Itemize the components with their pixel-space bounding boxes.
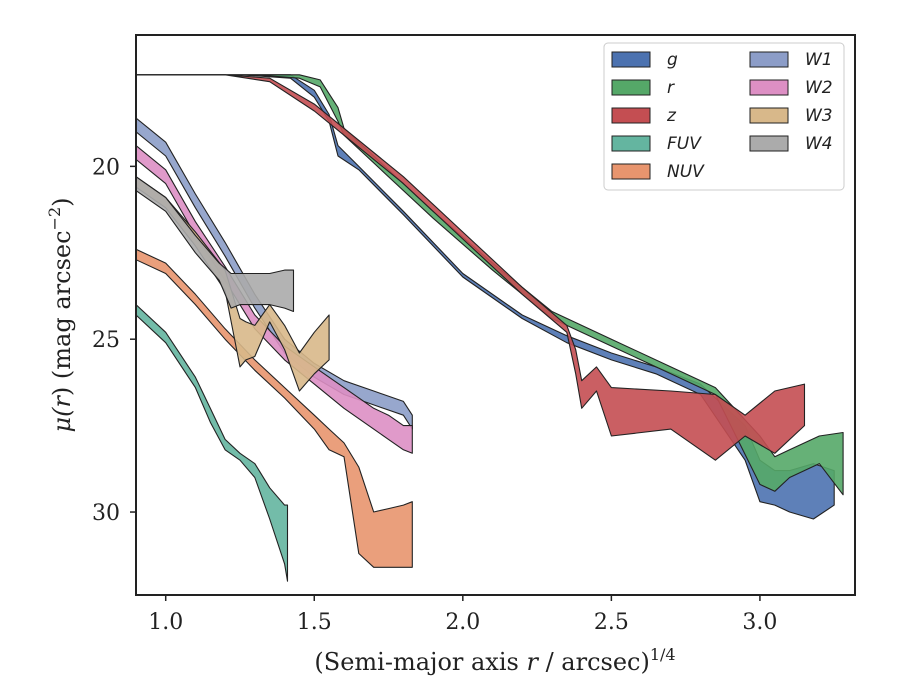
x-tick-label: 1.5 — [297, 610, 332, 635]
legend-label-fuv: FUV — [667, 134, 702, 154]
band-z — [136, 74, 806, 461]
legend-swatch-g — [611, 51, 651, 68]
plot-area — [136, 74, 844, 582]
legend-swatch-r — [611, 79, 651, 96]
legend-swatch-w4 — [749, 135, 789, 152]
y-tick-label: 25 — [92, 328, 120, 353]
x-tick-label: 2.5 — [594, 610, 629, 635]
legend-label-w2: W2 — [805, 78, 833, 98]
axis-ticks: 1.0 1.5 2.0 2.5 3.0 20 25 30 — [92, 155, 777, 635]
x-tick-label: 3.0 — [742, 610, 777, 635]
x-tick-label: 1.0 — [148, 610, 183, 635]
y-tick-label: 30 — [92, 501, 120, 526]
band-fuv — [136, 304, 289, 582]
legend-swatch-z — [611, 107, 651, 124]
legend-label-w1: W1 — [805, 50, 833, 70]
legend: grz FUV NUV W1 W2 W3 W4 — [603, 42, 845, 191]
legend-label-w4: W4 — [805, 134, 833, 154]
legend-swatch-fuv — [611, 135, 651, 152]
legend-swatch-w1 — [749, 51, 789, 68]
legend-label-nuv: NUV — [667, 162, 705, 182]
legend-swatch-nuv — [611, 163, 651, 180]
legend-label-g: g — [667, 50, 678, 70]
y-axis-title: μ(r) (mag arcsec−2) — [45, 197, 76, 432]
legend-label-r: r — [667, 78, 675, 98]
legend-swatch-w2 — [749, 79, 789, 96]
y-tick-label: 20 — [92, 155, 120, 180]
legend-label-w3: W3 — [805, 106, 833, 126]
x-axis-title: (Semi-major axis r / arcsec)1/4 — [314, 645, 675, 676]
plot-frame — [135, 34, 856, 596]
band-w4 — [136, 176, 295, 313]
legend-swatch-w3 — [749, 107, 789, 124]
legend-label-z: z — [666, 106, 677, 126]
x-tick-label: 2.0 — [445, 610, 480, 635]
